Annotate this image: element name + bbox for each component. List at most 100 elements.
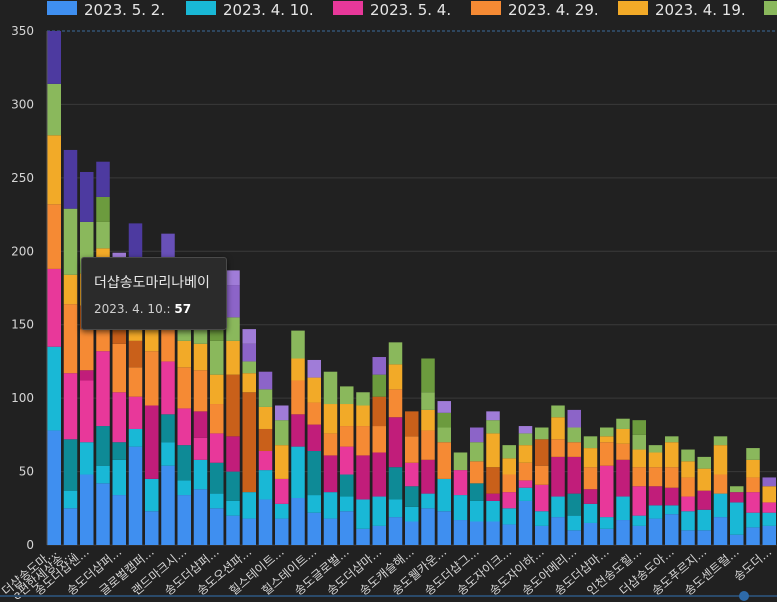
bar-segment[interactable] bbox=[453, 452, 468, 471]
bar-segment[interactable] bbox=[47, 430, 62, 545]
bar-segment[interactable] bbox=[340, 386, 354, 405]
bar-segment[interactable] bbox=[421, 358, 435, 393]
bar-segment[interactable] bbox=[713, 436, 728, 446]
bar-segment[interactable] bbox=[210, 433, 224, 463]
bar-segment[interactable] bbox=[746, 448, 760, 460]
bar-segment[interactable] bbox=[307, 402, 322, 425]
bar-segment[interactable] bbox=[177, 480, 192, 496]
legend-swatch[interactable] bbox=[47, 1, 77, 15]
bar-segment[interactable] bbox=[112, 343, 127, 393]
bar-segment[interactable] bbox=[210, 404, 224, 434]
bar-segment[interactable] bbox=[437, 478, 452, 512]
bar-segment[interactable] bbox=[600, 528, 614, 545]
bar-segment[interactable] bbox=[453, 470, 468, 496]
bar-segment[interactable] bbox=[193, 437, 208, 460]
bar-segment[interactable] bbox=[388, 467, 403, 500]
bar-segment[interactable] bbox=[372, 357, 387, 375]
legend-label[interactable]: 2023. 5. 4. bbox=[370, 1, 451, 19]
bar-segment[interactable] bbox=[145, 478, 159, 512]
bar-segment[interactable] bbox=[177, 445, 192, 481]
bar-segment[interactable] bbox=[226, 270, 240, 286]
bar-segment[interactable] bbox=[600, 517, 614, 529]
bar-segment[interactable] bbox=[600, 442, 614, 466]
bar-segment[interactable] bbox=[730, 486, 744, 493]
bar-segment[interactable] bbox=[372, 525, 387, 545]
bar-segment[interactable] bbox=[112, 442, 127, 460]
bar-segment[interactable] bbox=[518, 433, 533, 446]
bar-segment[interactable] bbox=[486, 433, 500, 468]
bar-segment[interactable] bbox=[730, 534, 744, 545]
bar-segment[interactable] bbox=[47, 268, 62, 347]
bar-segment[interactable] bbox=[63, 208, 78, 275]
bar-segment[interactable] bbox=[421, 392, 435, 410]
bar-segment[interactable] bbox=[128, 396, 143, 429]
bar-segment[interactable] bbox=[616, 520, 630, 545]
bar-segment[interactable] bbox=[356, 528, 370, 545]
bar-segment[interactable] bbox=[405, 506, 419, 522]
bar-segment[interactable] bbox=[470, 483, 484, 501]
bar-segment[interactable] bbox=[632, 486, 647, 516]
bar-segment[interactable] bbox=[258, 371, 273, 390]
bar-segment[interactable] bbox=[258, 499, 273, 545]
bar-segment[interactable] bbox=[535, 484, 549, 512]
bar-segment[interactable] bbox=[616, 428, 630, 444]
bar-segment[interactable] bbox=[535, 511, 549, 526]
bar-segment[interactable] bbox=[275, 405, 289, 421]
bar-segment[interactable] bbox=[551, 439, 565, 457]
bar-segment[interactable] bbox=[567, 456, 582, 494]
bar-segment[interactable] bbox=[96, 483, 110, 545]
bar-segment[interactable] bbox=[242, 392, 257, 493]
bar-segment[interactable] bbox=[632, 449, 647, 468]
bar-segment[interactable] bbox=[307, 495, 322, 513]
bar-segment[interactable] bbox=[746, 477, 760, 493]
bar-segment[interactable] bbox=[746, 512, 760, 528]
bar-segment[interactable] bbox=[713, 517, 728, 545]
bar-segment[interactable] bbox=[291, 498, 305, 545]
bar-segment[interactable] bbox=[307, 377, 322, 403]
bar-segment[interactable] bbox=[161, 414, 175, 443]
bar-segment[interactable] bbox=[275, 478, 289, 504]
bar-segment[interactable] bbox=[193, 459, 208, 490]
bar-segment[interactable] bbox=[80, 474, 94, 545]
bar-segment[interactable] bbox=[437, 401, 452, 413]
bar-segment[interactable] bbox=[583, 467, 598, 490]
bar-segment[interactable] bbox=[356, 426, 370, 456]
bar-segment[interactable] bbox=[258, 428, 273, 452]
legend-swatch[interactable] bbox=[471, 1, 501, 15]
bar-segment[interactable] bbox=[518, 445, 533, 463]
bar-segment[interactable] bbox=[746, 492, 760, 513]
bar-segment[interactable] bbox=[437, 511, 452, 545]
bar-segment[interactable] bbox=[128, 340, 143, 368]
bar-segment[interactable] bbox=[47, 204, 62, 269]
bar-segment[interactable] bbox=[258, 406, 273, 429]
bar-segment[interactable] bbox=[226, 436, 240, 472]
bar-segment[interactable] bbox=[47, 346, 62, 431]
bar-segment[interactable] bbox=[307, 512, 322, 545]
bar-segment[interactable] bbox=[535, 439, 549, 466]
bar-segment[interactable] bbox=[405, 521, 419, 546]
bar-segment[interactable] bbox=[275, 518, 289, 545]
bar-segment[interactable] bbox=[96, 465, 110, 484]
bar-segment[interactable] bbox=[600, 436, 614, 443]
bar-segment[interactable] bbox=[210, 462, 224, 494]
bar-segment[interactable] bbox=[697, 456, 712, 469]
bar-segment[interactable] bbox=[323, 518, 338, 545]
bar-segment[interactable] bbox=[470, 427, 484, 443]
bar-segment[interactable] bbox=[551, 517, 565, 545]
bar-segment[interactable] bbox=[616, 443, 630, 460]
bar-segment[interactable] bbox=[421, 409, 435, 431]
bar-segment[interactable] bbox=[421, 430, 435, 460]
bar-segment[interactable] bbox=[161, 233, 175, 258]
bar-segment[interactable] bbox=[486, 420, 500, 434]
bar-segment[interactable] bbox=[583, 448, 598, 468]
bar-segment[interactable] bbox=[63, 274, 78, 305]
bar-segment[interactable] bbox=[193, 343, 208, 371]
bar-segment[interactable] bbox=[665, 505, 679, 515]
bar-segment[interactable] bbox=[96, 351, 110, 427]
bar-segment[interactable] bbox=[242, 329, 257, 344]
bar-segment[interactable] bbox=[421, 459, 435, 494]
bar-segment[interactable] bbox=[502, 458, 517, 475]
bar-segment[interactable] bbox=[210, 340, 224, 375]
bar-segment[interactable] bbox=[145, 511, 159, 545]
bar-segment[interactable] bbox=[567, 427, 582, 443]
